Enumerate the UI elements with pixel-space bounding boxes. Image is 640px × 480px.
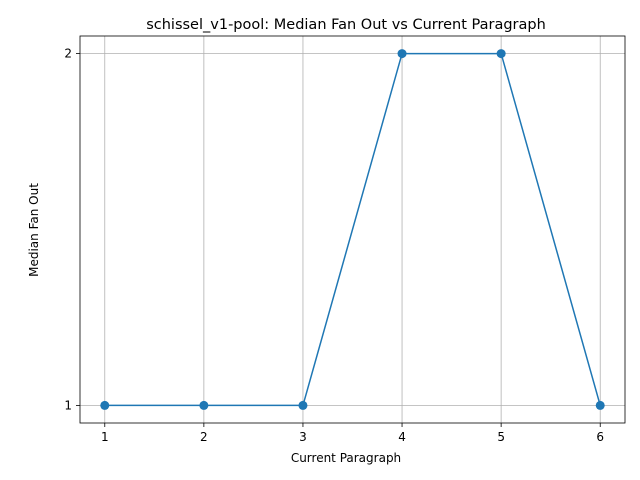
y-axis-label: Median Fan Out bbox=[27, 183, 41, 277]
x-tick-label: 2 bbox=[200, 430, 208, 444]
x-tick-label: 6 bbox=[596, 430, 604, 444]
x-axis-ticks: 1 2 3 4 5 6 bbox=[101, 423, 604, 444]
data-series bbox=[100, 49, 605, 410]
y-tick-label: 1 bbox=[64, 398, 72, 412]
x-tick-label: 4 bbox=[398, 430, 406, 444]
x-tick-label: 1 bbox=[101, 430, 109, 444]
x-axis-label: Current Paragraph bbox=[291, 451, 401, 465]
data-point bbox=[199, 400, 209, 410]
series-line bbox=[104, 52, 601, 407]
data-point bbox=[397, 49, 407, 59]
chart-title: schissel_v1-pool: Median Fan Out vs Curr… bbox=[146, 17, 546, 33]
x-tick-label: 3 bbox=[299, 430, 307, 444]
data-point bbox=[595, 400, 605, 410]
plot-frame bbox=[79, 35, 626, 424]
data-point bbox=[298, 400, 308, 410]
y-tick-label: 2 bbox=[64, 47, 72, 61]
data-point bbox=[100, 400, 110, 410]
data-point bbox=[496, 49, 506, 59]
x-tick-label: 5 bbox=[497, 430, 505, 444]
y-axis-ticks: 12 bbox=[64, 47, 80, 412]
